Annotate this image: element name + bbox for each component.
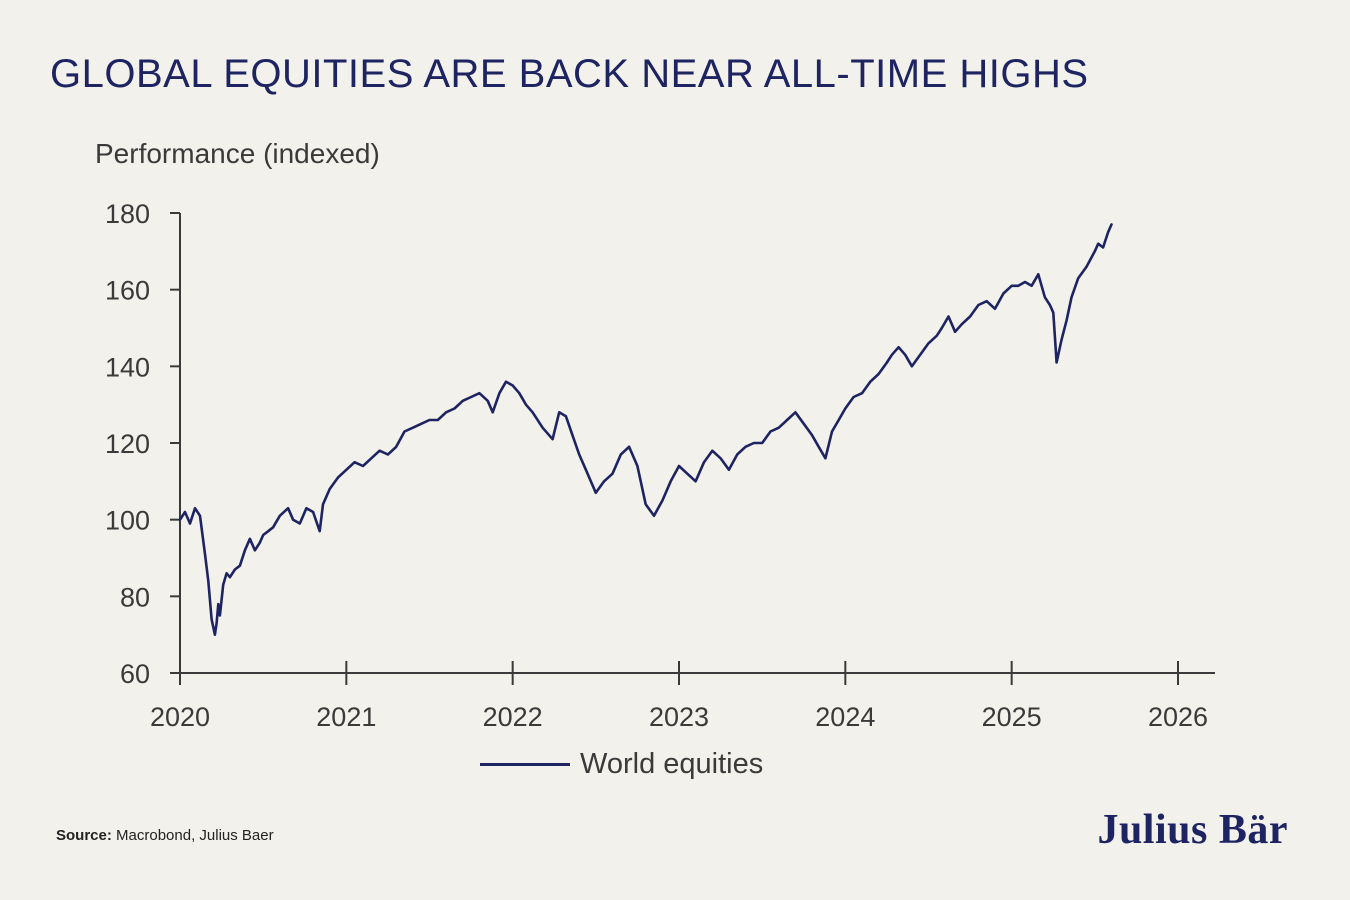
axes: 60 80 100 120 140 160 180 2020 2021 2022 2023 2024 2… bbox=[105, 199, 1215, 732]
series-line-world-equities bbox=[178, 223, 1113, 637]
x-tick-label-2023: 2023 bbox=[649, 702, 709, 732]
series-group bbox=[178, 223, 1113, 637]
y-tick-label-120: 120 bbox=[105, 429, 150, 459]
x-tick-label-2021: 2021 bbox=[316, 702, 376, 732]
y-tick-label-180: 180 bbox=[105, 199, 150, 229]
y-tick-label-160: 160 bbox=[105, 276, 150, 306]
x-tick-label-2022: 2022 bbox=[483, 702, 543, 732]
y-tick-label-80: 80 bbox=[120, 582, 150, 612]
chart-title: GLOBAL EQUITIES ARE BACK NEAR ALL-TIME H… bbox=[50, 52, 1089, 96]
julius-baer-logo: Julius Bär bbox=[1097, 807, 1288, 853]
legend-label-world-equities: World equities bbox=[580, 748, 764, 780]
y-tick-label-100: 100 bbox=[105, 506, 150, 536]
x-tick-label-2026: 2026 bbox=[1148, 702, 1208, 732]
y-tick-label-60: 60 bbox=[120, 659, 150, 689]
x-tick-label-2025: 2025 bbox=[982, 702, 1042, 732]
source-note: Source: Macrobond, Julius Baer bbox=[56, 827, 274, 844]
legend-line-swatch bbox=[480, 763, 570, 766]
source-text: Macrobond, Julius Baer bbox=[116, 827, 274, 844]
legend: World equities bbox=[480, 748, 763, 781]
y-axis-label: Performance (indexed) bbox=[95, 138, 380, 169]
source-label: Source: bbox=[56, 827, 112, 844]
x-tick-label-2024: 2024 bbox=[815, 702, 875, 732]
y-tick-label-140: 140 bbox=[105, 352, 150, 382]
x-tick-label-2020: 2020 bbox=[150, 702, 210, 732]
